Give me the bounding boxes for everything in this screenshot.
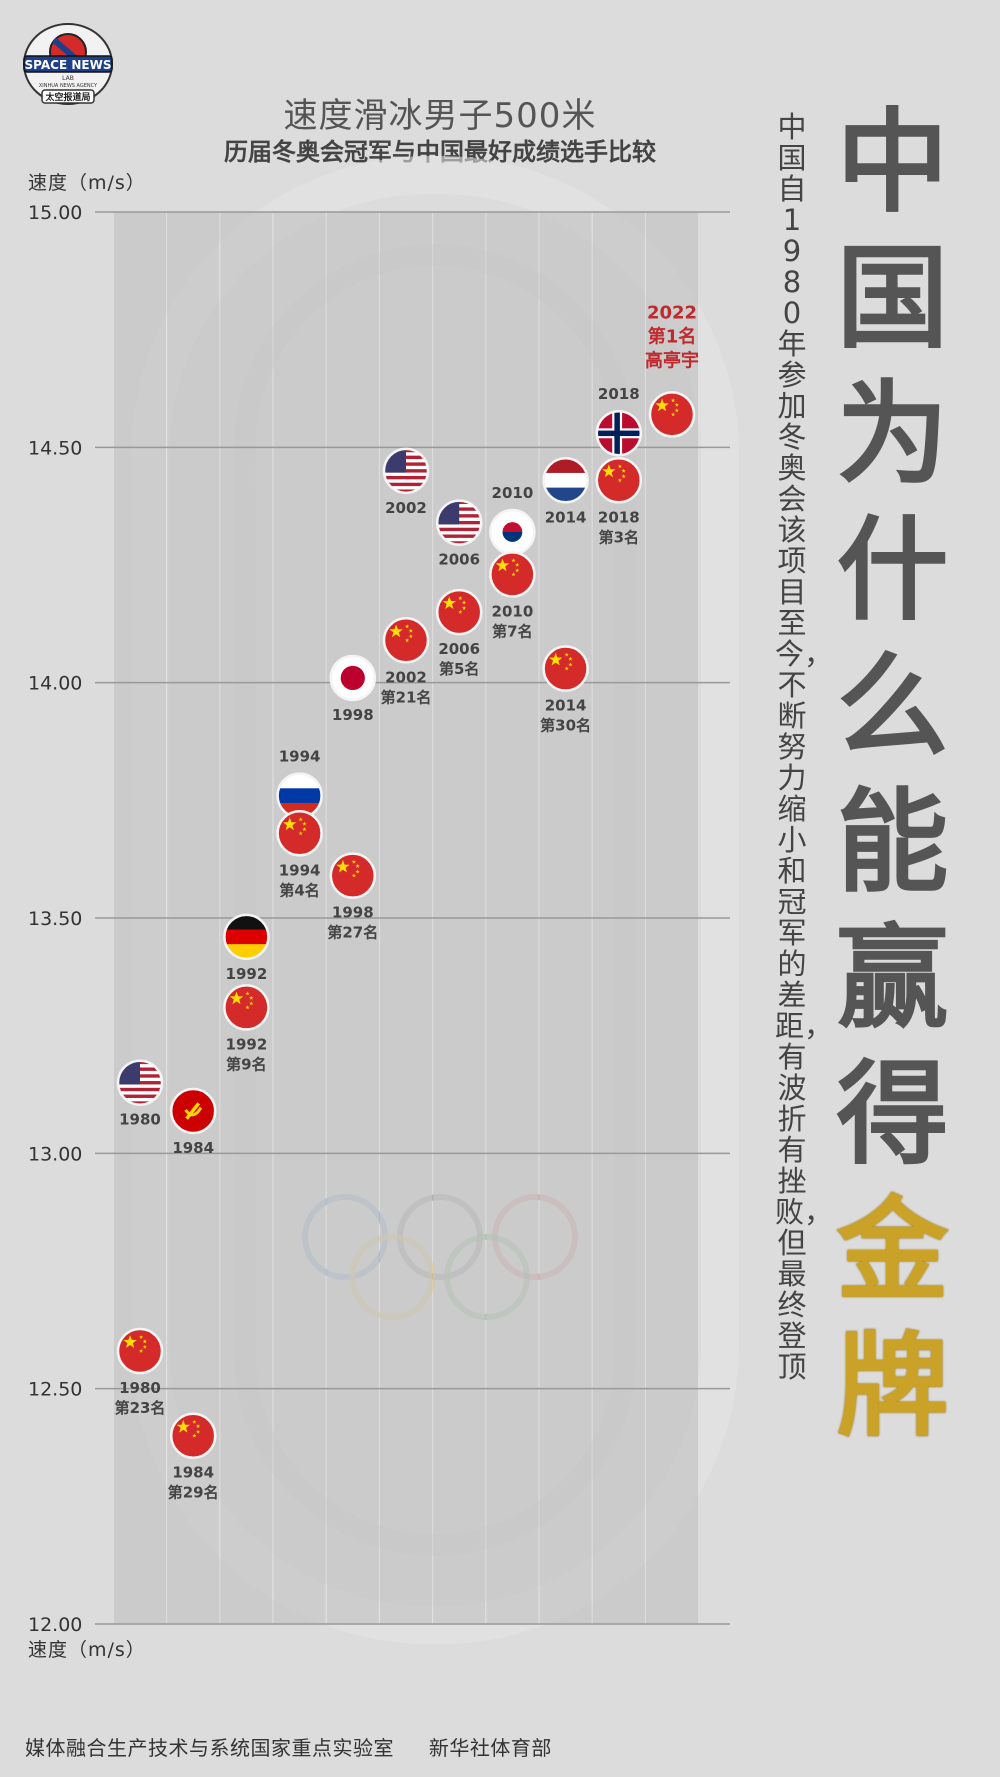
china-point-2022 [648,391,696,438]
athlete-name-label: 高亭宇 [645,349,699,371]
china-year-label: 2006 [438,640,480,658]
china-point-2014 [542,645,589,692]
china-year-label: 1984 [172,1464,214,1482]
china-rank-label: 第5名 [439,660,479,678]
champion-point-2014 [542,457,589,504]
china-rank-label: 第23名 [115,1399,166,1417]
china-year-label: 2022 [647,302,697,323]
champion-year-label: 1984 [172,1139,214,1157]
china-rank-label: 第1名 [648,325,697,347]
y-axis-label-bottom: 速度（m/s） [28,1639,146,1661]
champion-year-label: 2006 [438,551,480,569]
champion-point-2018 [595,409,643,457]
champion-year-label: 2014 [545,508,587,526]
china-rank-label: 第27名 [327,924,378,942]
china-rank-label: 第21名 [381,688,432,706]
big-title-main: 中国为什么能赢得 [836,97,949,1180]
champion-point-2006 [435,499,483,546]
china-rank-label: 第9名 [226,1055,266,1073]
china-point-2010 [489,551,536,598]
china-point-2006 [435,588,483,636]
champion-year-label: 1992 [226,965,268,983]
china-year-label: 1992 [226,1035,268,1053]
china-rank-label: 第3名 [599,528,639,546]
china-year-label: 1994 [279,861,321,879]
y-tick-label: 15.00 [28,202,82,224]
logo-ring-text: XINHUA NEWS AGENCY [39,83,98,89]
china-rank-label: 第4名 [279,881,319,899]
china-point-1994 [276,810,323,857]
y-tick-label: 13.50 [28,908,82,930]
footer-dept: 新华社体育部 [428,1736,552,1760]
logo-caption: 太空报道局 [44,91,90,103]
y-axis-label-top: 速度（m/s） [28,172,146,194]
china-point-1998 [329,852,377,899]
china-rank-label: 第7名 [492,622,532,640]
champion-year-label: 2002 [385,499,427,517]
y-tick-label: 14.50 [28,437,82,459]
china-rank-label: 第30名 [540,717,591,735]
champion-point-1992 [223,913,270,961]
china-year-label: 1998 [332,904,374,922]
big-title: 中国为什么能赢得金牌 [830,95,955,1455]
china-rank-label: 第29名 [168,1484,219,1502]
footer: 媒体融合生产技术与系统国家重点实验室 新华社体育部 [25,1732,580,1761]
china-year-label: 2014 [545,697,587,715]
china-point-1984 [169,1412,217,1459]
big-title-gold: 金牌 [836,1185,949,1452]
y-tick-label: 12.00 [28,1614,82,1636]
champion-year-label: 1998 [332,706,374,724]
space-news-logo: SPACE NEWS LAB XINHUA NEWS AGENCY 太空报道局 [23,23,113,105]
china-year-label: 1980 [119,1379,161,1397]
y-tick-label: 13.00 [28,1143,82,1165]
champion-point-2010 [489,508,536,556]
china-point-1980 [116,1327,164,1375]
china-point-2002 [382,617,430,664]
china-year-label: 2018 [598,508,640,526]
logo-name: SPACE NEWS [25,58,112,72]
champion-year-label: 1980 [119,1111,161,1129]
champion-point-2002 [382,447,430,495]
logo-sub: LAB [62,75,74,82]
champion-point-1984 [169,1087,217,1135]
champion-point-1980 [116,1059,164,1106]
footer-lab: 媒体融合生产技术与系统国家重点实验室 [25,1736,394,1760]
china-year-label: 2002 [385,668,427,686]
champion-point-1998 [329,654,377,702]
y-tick-label: 14.00 [28,673,82,695]
champion-year-label: 2018 [598,385,640,403]
champion-year-label: 1994 [279,748,321,766]
chart-title: 速度滑冰男子500米 [283,96,597,136]
china-point-1992 [223,984,270,1031]
china-year-label: 2010 [492,602,534,620]
y-tick-label: 12.50 [28,1379,82,1401]
vertical-description: 中国自1980年参加冬奥会该项目至今，不断努力缩小和冠军的差距，有波折有挫败，但… [775,110,834,1384]
champion-year-label: 2010 [492,484,534,502]
china-point-2018 [595,457,643,504]
